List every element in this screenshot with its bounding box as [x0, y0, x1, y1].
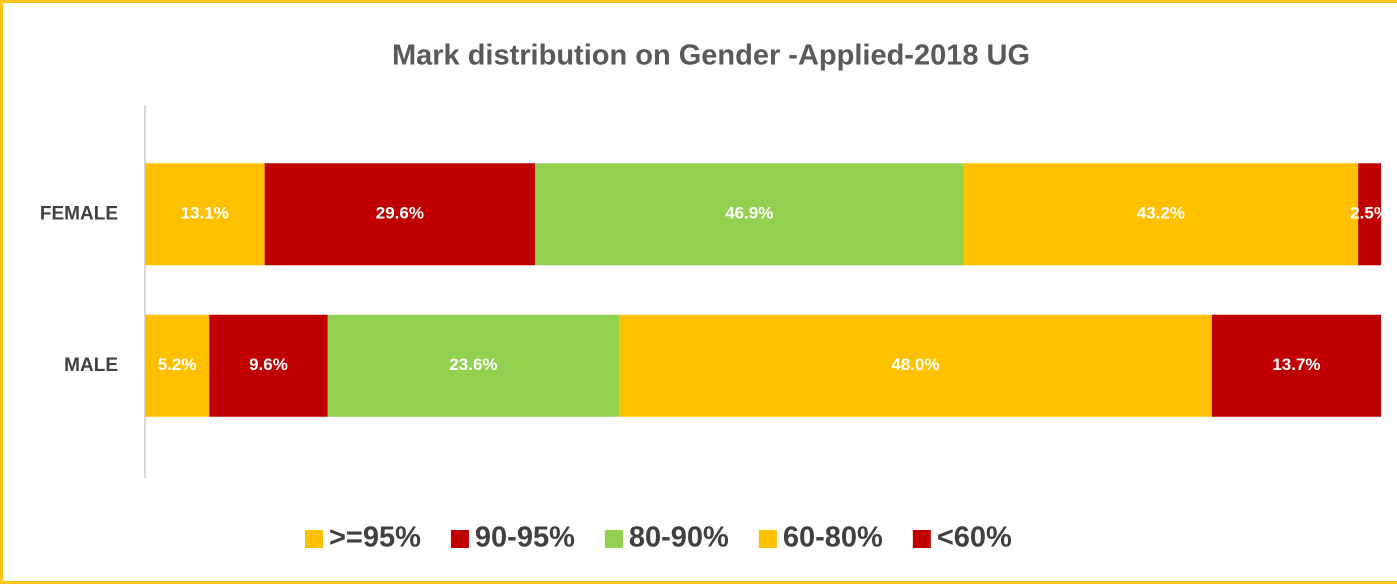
value-label: 5.2%: [158, 355, 197, 374]
value-label: 29.6%: [376, 204, 424, 223]
bar-segment: [145, 163, 265, 266]
legend-label: >=95%: [329, 522, 421, 554]
value-label: 13.7%: [1272, 355, 1320, 374]
legend-label: 60-80%: [783, 522, 883, 554]
bar-segment: [264, 163, 536, 266]
bar-segment: [327, 314, 620, 417]
bar-segment: [1358, 163, 1381, 266]
bar-segment: [1211, 314, 1381, 417]
y-tick-label: FEMALE: [40, 203, 118, 224]
value-label: 43.2%: [1137, 204, 1185, 223]
bar-segment: [145, 314, 210, 417]
legend-label: 90-95%: [475, 522, 575, 554]
bar-segment: [209, 314, 328, 417]
value-label: 23.6%: [449, 355, 497, 374]
value-label: 9.6%: [249, 355, 288, 374]
legend-swatch: [758, 530, 777, 548]
y-tick-label: MALE: [64, 355, 118, 376]
legend-label: 80-90%: [629, 522, 729, 554]
value-label: 48.0%: [891, 355, 939, 374]
legend-swatch: [450, 530, 469, 548]
legend-label: <60%: [937, 522, 1012, 554]
bar-segment: [619, 314, 1212, 417]
chart-title: Mark distribution on Gender -Applied-201…: [392, 40, 1030, 72]
bar-segment: [963, 163, 1359, 266]
value-label: 2.5%: [1350, 204, 1389, 223]
bar-segment: [535, 163, 964, 266]
value-label: 46.9%: [725, 204, 773, 223]
legend-swatch: [912, 530, 931, 548]
legend-swatch: [305, 530, 323, 548]
legend-swatch: [604, 530, 623, 548]
value-label: 13.1%: [181, 204, 229, 223]
